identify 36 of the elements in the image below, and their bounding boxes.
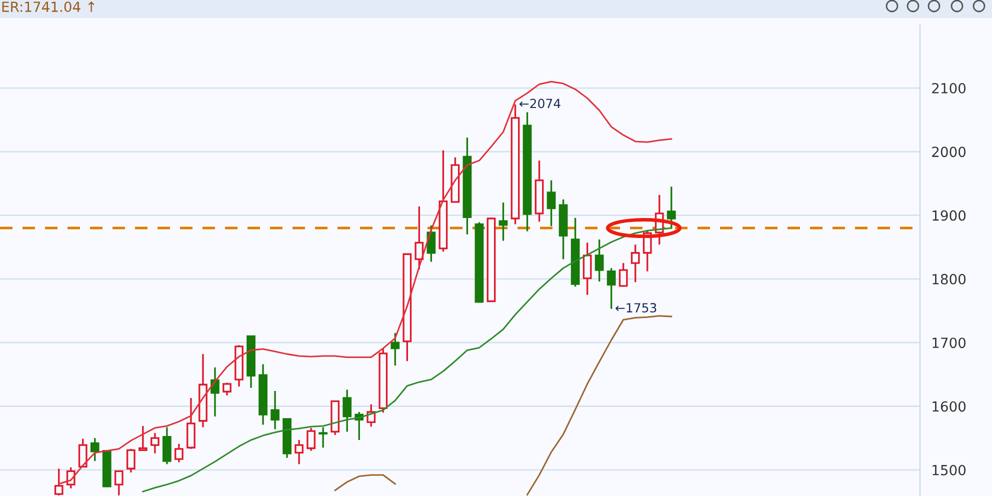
candlestick <box>594 238 604 282</box>
candlestick <box>222 382 232 396</box>
candlestick <box>342 388 352 433</box>
y-tick-label: 1900 <box>932 210 966 221</box>
candlestick <box>90 437 100 462</box>
candlestick <box>318 426 328 448</box>
candlestick <box>414 206 424 270</box>
candlestick <box>390 332 400 366</box>
candlestick <box>546 179 556 227</box>
candlestick <box>54 468 64 496</box>
candlestick <box>498 202 508 242</box>
candlestick <box>306 427 316 452</box>
candlestick <box>606 267 616 310</box>
candlestick <box>666 186 676 230</box>
candlestick <box>618 262 628 288</box>
y-tick-label: 1700 <box>932 338 966 348</box>
candlestick <box>630 244 640 283</box>
text: ER:1741.04 ↑ <box>2 2 94 12</box>
y-tick-label: 1600 <box>932 401 966 412</box>
candlestick <box>138 425 148 452</box>
annotation: ←1753 <box>616 303 656 312</box>
candlestick <box>426 224 436 263</box>
candlestick <box>294 439 304 466</box>
annotation: ←2074 <box>519 98 560 108</box>
candlestick <box>582 242 592 296</box>
y-tick-label: 1800 <box>932 274 966 284</box>
candlestick <box>126 448 136 474</box>
candlestick <box>174 442 184 464</box>
candlestick <box>270 390 280 430</box>
candlestick <box>78 438 88 468</box>
y-tick-label: 1500 <box>932 464 966 476</box>
candlestick <box>114 470 124 496</box>
line-series <box>58 80 672 485</box>
y-tick-label: 2100 <box>932 82 966 94</box>
y-tick-label: 2000 <box>932 146 966 158</box>
candlestick <box>150 432 160 454</box>
